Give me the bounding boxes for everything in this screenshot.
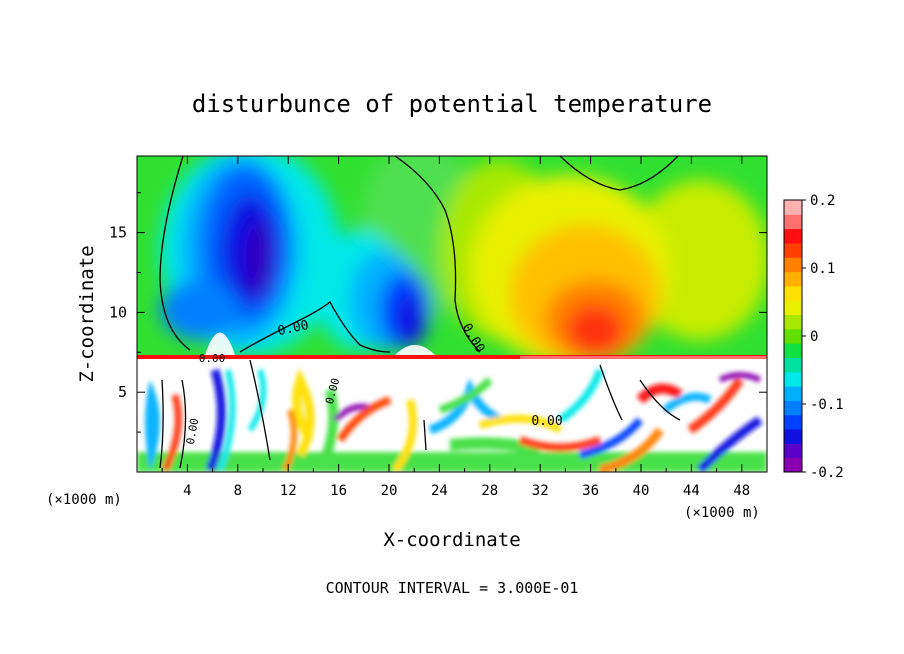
x-tick-label: 24 [431,483,448,499]
colorbar-tick-label: -0.1 [810,397,844,413]
y-axis-label: Z-coordinate [76,245,98,382]
x-tick-label: 32 [532,483,549,499]
colorbar-swatch [784,371,802,387]
contour-interval-note: CONTOUR INTERVAL = 3.000E-01 [326,579,579,597]
colorbar [784,200,802,473]
x-unit-label: (×1000 m) [684,505,760,521]
colorbar-tick-label: -0.2 [810,465,844,481]
contour-label: 0.00 [184,417,201,445]
x-axis-label: X-coordinate [383,529,520,551]
colorbar-swatch [784,386,802,401]
colorbar-swatch [784,429,802,444]
colorbar-swatch [784,242,802,258]
x-axis: 4 8 12 16 20 24 28 32 36 40 44 48 [161,156,750,499]
colorbar-swatch [784,200,802,215]
colorbar-swatch [784,328,802,344]
colorbar-swatch [784,443,802,459]
contour-label: 0.00 [531,414,562,429]
colorbar-swatch [784,343,802,358]
x-tick-label: 28 [481,483,498,499]
plot-frame [136,155,768,473]
colorbar-tick-label: 0.1 [810,261,835,277]
x-tick-label: 40 [633,483,650,499]
y-tick-label: 10 [109,303,127,321]
colorbar-swatch [784,300,802,316]
x-tick-label: 44 [683,483,700,499]
colorbar-swatch [784,257,802,273]
colorbar-swatch [784,271,802,287]
contour-label: 0.00 [276,318,310,339]
contour-lines [159,156,681,469]
colorbar-swatch [784,214,802,230]
chart-title: disturbunce of potential temperature [192,90,712,118]
x-tick-label: 12 [280,483,297,499]
colorbar-tick-label: 0.2 [810,193,835,209]
colorbar-swatch [784,285,802,301]
y-tick-label: 15 [109,224,127,242]
colorbar-swatch [784,400,802,416]
y-axis: 5 10 15 [109,192,767,433]
x-tick-label: 36 [582,483,599,499]
colorbar-swatch [784,314,802,330]
colorbar-swatch [784,457,802,473]
x-tick-label: 48 [733,483,750,499]
colorbar-tick-label: 0 [810,329,818,345]
colorbar-ticks: 0.2 0.1 0 -0.1 -0.2 [802,193,844,481]
z-unit-label: (×1000 m) [46,492,122,508]
colorbar-swatch [784,228,802,244]
x-tick-label: 8 [234,483,242,499]
x-tick-label: 16 [330,483,347,499]
colorbar-swatch [784,357,802,373]
x-tick-label: 4 [183,483,191,499]
colorbar-swatch [784,414,802,430]
x-tick-label: 20 [381,483,398,499]
heatmap-field [137,156,767,472]
contour-label: 0.00 [199,352,226,365]
y-tick-label: 5 [118,383,127,401]
